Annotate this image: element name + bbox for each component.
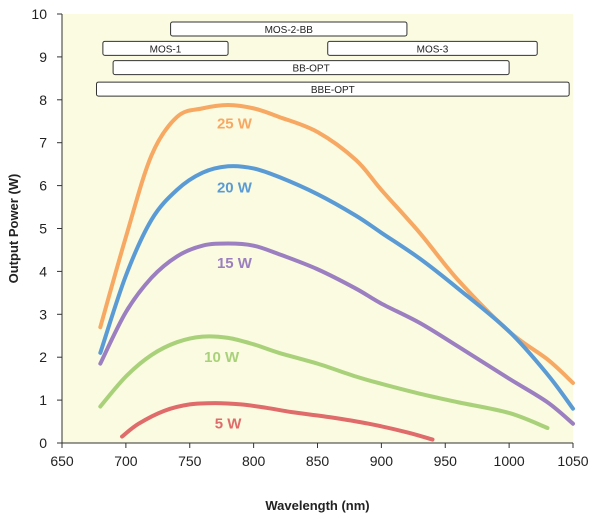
- x-tick-label: 1050: [557, 453, 588, 469]
- y-tick-label: 6: [39, 178, 47, 194]
- range-box: [170, 21, 408, 37]
- y-axis-title: Output Power (W): [6, 174, 21, 284]
- range-label: BBE-OPT: [311, 85, 355, 96]
- x-tick-label: 1000: [494, 453, 525, 469]
- series-label-10w: 10 W: [204, 349, 240, 366]
- x-tick-label: 800: [242, 453, 266, 469]
- range-box-bbe-opt: BBE-OPT: [95, 81, 570, 97]
- x-tick-label: 850: [306, 453, 330, 469]
- series-lines: [98, 102, 575, 442]
- y-tick-label: 1: [39, 392, 47, 408]
- y-tick-label: 3: [39, 306, 47, 322]
- x-tick-label: 950: [434, 453, 458, 469]
- range-label: MOS-1: [150, 44, 182, 55]
- y-tick-label: 0: [39, 435, 47, 451]
- x-axis-title: Wavelength (nm): [265, 498, 369, 513]
- y-tick-label: 8: [39, 92, 47, 108]
- range-box-mos-2-bb: MOS-2-BB: [170, 21, 408, 37]
- series-line-15w: [98, 241, 575, 426]
- range-label: BB-OPT: [292, 64, 329, 75]
- series-line-10w: [98, 334, 550, 430]
- x-tick-label: 750: [178, 453, 202, 469]
- y-tick-label: 4: [39, 263, 47, 279]
- range-box-mos-3: MOS-3: [327, 40, 538, 56]
- y-tick-label: 9: [39, 49, 47, 65]
- range-box-mos-1: MOS-1: [102, 40, 229, 56]
- x-tick-label: 650: [50, 453, 74, 469]
- series-labels: 25 W 20 W 15 W 10 W 5 W: [204, 115, 253, 432]
- series-label-15w: 15 W: [217, 255, 253, 272]
- range-box: [327, 40, 538, 56]
- series-label-25w: 25 W: [217, 115, 253, 132]
- plot-background: [62, 14, 573, 443]
- x-tick-label: 900: [370, 453, 394, 469]
- y-tick-label: 2: [39, 349, 47, 365]
- series-line-20w: [98, 164, 575, 411]
- wavelength-ranges: MOS-2-BB MOS-1 MOS-3 BB-OPT BBE-OPT: [95, 21, 570, 97]
- series-line-5w: [120, 401, 435, 442]
- range-box: [102, 40, 229, 56]
- series-label-20w: 20 W: [217, 180, 253, 197]
- y-tick-label: 5: [39, 221, 47, 237]
- x-tick-label: 700: [114, 453, 138, 469]
- range-label: MOS-3: [417, 44, 449, 55]
- range-box: [95, 81, 570, 97]
- range-box: [112, 60, 510, 76]
- series-line-25w: [98, 102, 575, 385]
- y-tick-label: 10: [31, 6, 47, 22]
- ticks: 650 700 750 800 850 900 950 1000 1050 0 1 2 3 4 5 6 7 8 9 1…: [31, 6, 588, 469]
- range-label: MOS-2-BB: [265, 25, 314, 36]
- y-tick-label: 7: [39, 135, 47, 151]
- range-box-bb-opt: BB-OPT: [112, 60, 510, 76]
- series-label-5w: 5 W: [215, 416, 243, 433]
